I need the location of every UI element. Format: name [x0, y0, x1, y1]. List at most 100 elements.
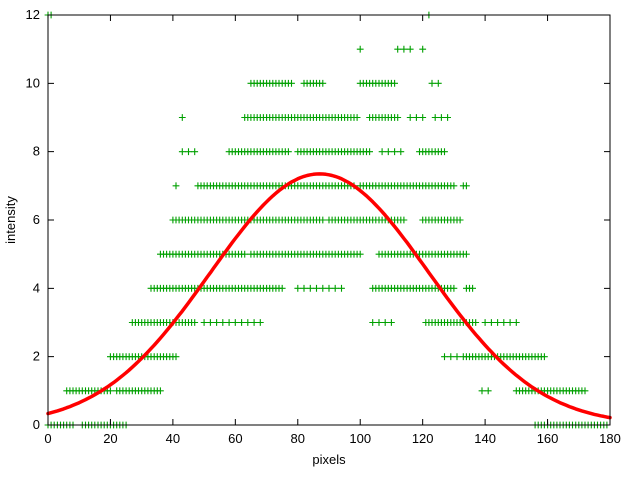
scatter-point — [472, 319, 480, 326]
scatter-point — [200, 319, 208, 326]
scatter-point — [185, 148, 192, 156]
scatter-point — [294, 284, 302, 292]
scatter-point — [356, 250, 364, 258]
y-tick-label: 12 — [26, 7, 40, 22]
x-tick-label: 60 — [228, 431, 242, 446]
scatter-point — [391, 148, 398, 156]
scatter-point — [500, 319, 508, 326]
scatter-point — [191, 319, 199, 326]
scatter-point — [331, 284, 339, 292]
scatter-point — [481, 319, 489, 326]
scatter-point — [369, 319, 377, 326]
scatter-point — [178, 114, 186, 121]
scatter-point — [488, 319, 495, 326]
x-tick-label: 120 — [412, 431, 434, 446]
scatter-point — [250, 319, 258, 326]
scatter-point — [288, 79, 295, 87]
scatter-point — [484, 387, 492, 395]
scatter-point — [388, 319, 395, 326]
x-tick-label: 0 — [44, 431, 51, 446]
scatter-point — [456, 216, 464, 224]
scatter-point — [447, 353, 455, 361]
scatter-point — [172, 353, 180, 361]
scatter-point — [356, 45, 364, 53]
scatter-point — [419, 45, 427, 53]
scatter-point — [469, 284, 476, 292]
scatter-point — [191, 148, 199, 156]
scatter-point — [241, 250, 249, 258]
fit-curve — [46, 172, 612, 420]
scatter-point — [450, 182, 458, 190]
y-axis-label: intensity — [3, 196, 18, 244]
scatter-point — [157, 387, 164, 395]
x-tick-label: 20 — [103, 431, 117, 446]
scatter-point — [219, 319, 227, 326]
scatter-point — [378, 148, 386, 156]
scatter-point — [406, 45, 414, 53]
scatter-point — [300, 284, 308, 292]
scatter-point — [397, 148, 405, 156]
scatter-point — [107, 387, 114, 395]
scatter-point — [506, 319, 514, 326]
scatter-point — [325, 284, 333, 292]
x-tick-label: 140 — [474, 431, 496, 446]
y-tick-label: 6 — [33, 212, 40, 227]
scatter-point — [391, 79, 398, 87]
scatter-point — [207, 319, 214, 326]
scatter-point — [541, 353, 548, 361]
scatter-point — [413, 114, 420, 121]
y-tick-label: 4 — [33, 280, 40, 295]
scatter-point — [450, 284, 458, 292]
x-tick-label: 180 — [599, 431, 621, 446]
x-tick-label: 80 — [291, 431, 305, 446]
scatter-point — [400, 45, 408, 53]
scatter-point — [338, 284, 345, 292]
scatter-point — [313, 284, 320, 292]
scatter-point — [213, 319, 220, 326]
scatter-point — [441, 353, 448, 361]
scatter-point — [512, 319, 520, 326]
x-tick-label: 100 — [349, 431, 371, 446]
scatter-point — [278, 284, 286, 292]
scatter-point — [494, 319, 501, 326]
y-tick-label: 10 — [26, 75, 40, 90]
scatter-point — [225, 319, 233, 326]
scatter-point — [419, 114, 427, 121]
scatter-point — [394, 45, 402, 53]
scatter-point — [366, 148, 373, 156]
scatter-point — [444, 114, 451, 121]
scatter-point — [428, 79, 436, 87]
scatter-point — [438, 114, 445, 121]
scatter-point — [319, 216, 327, 224]
scatter-point — [256, 319, 264, 326]
scatter-point — [353, 114, 361, 121]
scatter-point — [172, 182, 180, 190]
y-tick-label: 0 — [33, 417, 40, 432]
scatter-point — [375, 319, 383, 326]
scatter-point — [581, 387, 589, 395]
scatter-point — [400, 216, 408, 224]
scatter-point — [384, 148, 392, 156]
x-axis-label: pixels — [312, 452, 346, 467]
scatter-point — [463, 250, 470, 258]
x-tick-label: 40 — [166, 431, 180, 446]
scatter-point — [244, 319, 252, 326]
scatter-point — [306, 284, 314, 292]
scatter-point — [463, 182, 470, 190]
y-tick-label: 2 — [33, 349, 40, 364]
plot-layer: 0 20 40 60 80 100 120 140 160 180 0 2 4 6 8 10 12 — [26, 7, 621, 446]
scatter-point — [431, 114, 439, 121]
scatter-point — [231, 319, 239, 326]
y-tick-label: 8 — [33, 144, 40, 159]
scatter-point — [453, 353, 461, 361]
scatter-point — [394, 114, 402, 121]
scatter-point — [285, 148, 292, 156]
scatter-point — [381, 319, 389, 326]
scatter-point — [434, 79, 442, 87]
scatter-point — [319, 284, 327, 292]
x-tick-label: 160 — [537, 431, 559, 446]
scatter-point — [441, 148, 448, 156]
scatter-point — [406, 114, 414, 121]
scatter-point — [178, 148, 186, 156]
